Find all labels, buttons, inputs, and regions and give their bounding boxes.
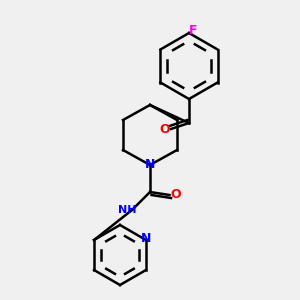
Text: N: N [141, 232, 151, 245]
Text: F: F [189, 23, 198, 37]
Text: NH: NH [118, 205, 137, 215]
Text: O: O [170, 188, 181, 202]
Text: N: N [145, 158, 155, 172]
Text: O: O [160, 122, 170, 136]
